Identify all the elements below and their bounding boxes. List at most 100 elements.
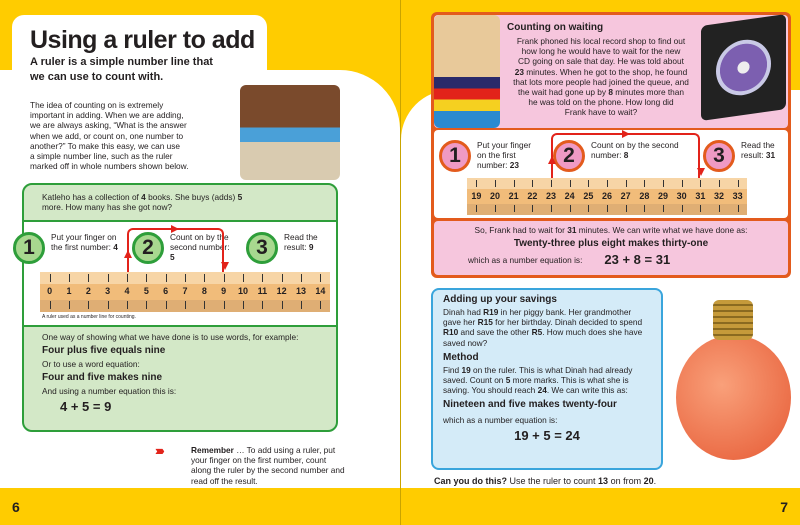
ruler-number: 8	[201, 286, 207, 297]
right-page: So, Frank had to wait for 31 minutes. We…	[400, 0, 800, 525]
ruler-number: 14	[315, 286, 326, 297]
step-2-text: Count on by the second number: 8	[591, 140, 679, 161]
arrowhead-icon	[171, 225, 180, 233]
ruler-number: 5	[143, 286, 149, 297]
story-line: that lots more people had joined the que…	[513, 76, 689, 87]
savings-num-eq-intro: which as a number equation is:	[443, 415, 558, 426]
intro-line: The idea of counting on is extremely	[30, 100, 164, 110]
num-eq-intro: And using a number equation this is:	[42, 386, 177, 397]
ruler-tick	[476, 205, 478, 213]
ruler-tick	[495, 180, 496, 188]
ruler-number: 28	[639, 191, 650, 202]
step-3-badge: 3	[703, 140, 735, 172]
ruler-tick	[243, 274, 244, 282]
ruler-tick	[165, 301, 167, 310]
count-on-arrow	[551, 133, 701, 178]
story-line: 23 minutes. When he got to the shop, he …	[514, 66, 688, 77]
chevrons-icon: ›››››	[155, 443, 165, 458]
intro-line: marked off in whole numbers shown below.	[30, 161, 189, 172]
ruler-tick	[495, 205, 496, 213]
ruler-number: 12	[276, 286, 287, 297]
piggy-bank-image	[671, 300, 791, 470]
arrowhead-icon	[124, 250, 132, 258]
ruler-number: 23	[545, 191, 557, 202]
ruler-tick	[262, 274, 264, 282]
ruler-tick	[107, 274, 109, 282]
ruler-number: 3	[105, 286, 111, 297]
step-2-text: Count on by the second number: 5	[170, 232, 230, 263]
savings-number-equation: 19 + 5 = 24	[514, 427, 580, 443]
story-line: he was told on the phone. How long did	[528, 97, 674, 108]
ruler-tick	[146, 301, 148, 310]
step-1-text: Put your finger on the first number: 23	[477, 140, 531, 171]
ruler-tick	[204, 274, 206, 282]
arrowhead-icon	[220, 262, 229, 270]
step-1-badge: 1	[439, 140, 471, 172]
number-equation: 4 + 5 = 9	[60, 398, 112, 414]
ruler: 19 20 21 22 23 24 25 26 27 28 29 30 31 32 33	[467, 178, 747, 215]
answer-text: So, Frank had to wait for 31 minutes. We…	[474, 225, 748, 235]
story-line: Frank have to wait?	[564, 107, 638, 118]
ruler-tick	[663, 205, 664, 213]
arrowhead-icon	[548, 156, 556, 164]
ruler-tick	[663, 180, 664, 188]
ruler-number: 21	[508, 191, 519, 202]
method-heading: Method	[443, 351, 479, 363]
ruler-tick	[644, 205, 646, 213]
ruler-number: 11	[257, 286, 268, 297]
page-title: Using a ruler to add	[30, 26, 255, 54]
ruler-tick	[185, 274, 186, 282]
ruler-tick	[588, 180, 590, 188]
story-line: Frank phoned his local record shop to fi…	[516, 36, 686, 46]
ruler-number: 7	[182, 286, 188, 297]
question-box: Katleho has a collection of 4 books. She…	[22, 183, 338, 223]
num-eq-intro: which as a number equation is:	[468, 254, 583, 265]
ruler-tick	[700, 180, 702, 188]
ruler-tick	[165, 274, 167, 282]
step-2-badge: 2	[553, 140, 585, 172]
ruler-number: 27	[620, 191, 631, 202]
words: Twenty-three plus eight makes thirty-one	[513, 238, 709, 250]
intro-text: The idea of counting on is extremely impo…	[30, 100, 189, 171]
question-text: Katleho has a collection of 4 books. She…	[42, 192, 243, 213]
step-2-badge: 2	[132, 232, 164, 264]
intro-line: when we add, or count on, one number to	[30, 130, 184, 141]
word-eq-intro: Or to use a word equation:	[42, 359, 140, 370]
page-number: 7	[780, 499, 788, 515]
ruler-number: 2	[85, 286, 91, 297]
words-intro: One way of showing what we have done is …	[42, 332, 299, 342]
ruler-tick	[243, 301, 244, 310]
ruler-tick	[223, 301, 225, 310]
story-text: Frank phoned his local record shop to fi…	[503, 36, 699, 118]
ruler-number: 32	[713, 191, 725, 202]
intro-line: another?” To make this easy, we can use	[30, 140, 181, 151]
count-on-arrow	[127, 228, 224, 272]
step-3-text: Read the result: 9	[284, 232, 318, 253]
ruler-tick	[551, 205, 552, 213]
savings-box: Adding up your savings Dinah had R19 in …	[431, 288, 663, 470]
ruler-tick	[719, 205, 720, 213]
ruler-number: 29	[657, 191, 669, 202]
ruler-number: 0	[47, 286, 53, 297]
ruler-number: 20	[489, 191, 501, 202]
subtitle: A ruler is a simple number line that we c…	[30, 56, 213, 83]
ruler-tick	[127, 274, 128, 282]
ruler-tick	[625, 180, 627, 188]
ruler-tick	[281, 301, 283, 310]
cd-case-image	[701, 14, 786, 121]
left-page: Using a ruler to add A ruler is a simple…	[0, 15, 400, 515]
ruler-tick	[476, 180, 478, 188]
step-1-text: Put your finger on the first number: 4	[51, 232, 118, 253]
ruler-tick	[320, 301, 322, 310]
ruler-tick	[223, 274, 225, 282]
ruler-tick	[107, 301, 109, 310]
ruler-tick	[532, 205, 534, 213]
method-text: Find 19 on the ruler. This is what Dinah…	[443, 364, 633, 396]
ruler-tick	[49, 301, 51, 310]
ruler-tick	[532, 180, 534, 188]
ruler-tick	[185, 301, 186, 310]
ruler-tick	[69, 301, 70, 310]
ruler-tick	[737, 180, 739, 188]
step-3-text: Read the result: 31	[741, 140, 776, 161]
ruler-tick	[88, 301, 90, 310]
